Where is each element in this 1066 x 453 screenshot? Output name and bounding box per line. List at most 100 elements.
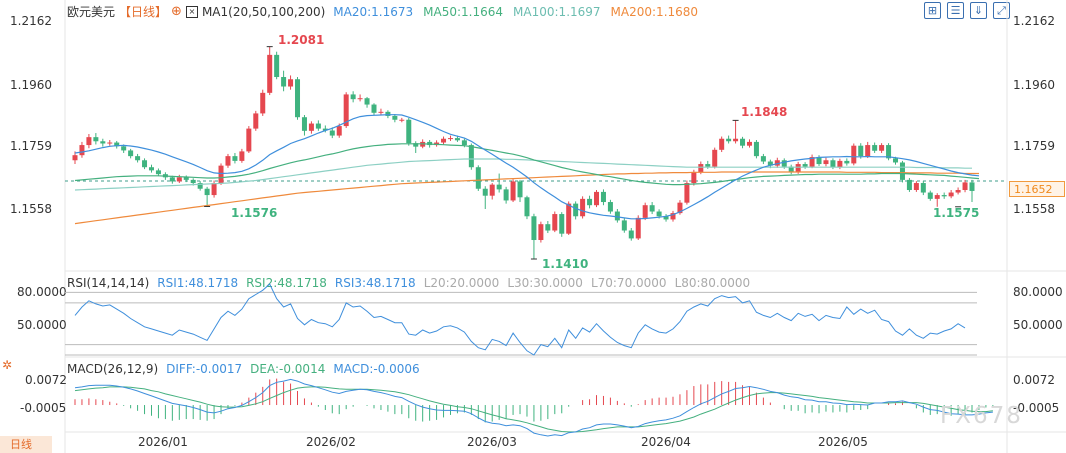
candle-body	[594, 191, 600, 206]
candle-body	[197, 183, 203, 189]
candle-body	[545, 224, 551, 231]
candle-body	[190, 179, 196, 184]
l70-value: L70:70.0000	[590, 276, 667, 290]
macd-tick-right: -0.0005	[1013, 401, 1059, 415]
candle-body	[788, 166, 794, 172]
price-tick-left: 1.1759	[10, 139, 52, 153]
candle-body	[441, 138, 447, 143]
candle-body	[816, 157, 822, 165]
annotation-low-jan: 1.1576	[231, 206, 277, 220]
candle-body	[482, 188, 488, 196]
symbol-name: 欧元美元	[67, 5, 116, 19]
candle-body	[288, 79, 294, 87]
rsi-tick-left: 50.0000	[17, 318, 67, 332]
rsi-tick-right: 80.0000	[1013, 285, 1063, 299]
candle-body	[93, 137, 99, 142]
macd-tick-left: -0.0005	[20, 401, 66, 415]
candle-body	[301, 117, 307, 131]
period-tag[interactable]: 【日线】	[119, 5, 168, 19]
rsi-header: RSI(14,14,14) RSI1:48.1718 RSI2:48.1718 …	[67, 276, 750, 290]
candle-body	[621, 220, 627, 231]
dif-line	[74, 378, 993, 437]
candle-body	[962, 182, 968, 191]
candle-body	[607, 202, 613, 212]
rsi-line	[74, 283, 966, 356]
candle-body	[475, 167, 481, 189]
candle-body	[886, 145, 892, 159]
candle-body	[385, 111, 391, 116]
candle-body	[858, 145, 864, 157]
indicator-settings-icon[interactable]: ✲	[2, 358, 13, 372]
candle-body	[211, 183, 217, 196]
candle-body	[260, 92, 266, 114]
candle-body	[496, 184, 502, 190]
candle-body	[295, 79, 301, 118]
period-selector[interactable]: 日线	[0, 436, 52, 453]
candle-body	[183, 177, 189, 180]
candle-body	[427, 141, 433, 146]
candle-body	[628, 230, 634, 239]
x-axis-label: 2026/05	[818, 435, 868, 449]
candle-body	[517, 181, 523, 198]
candle-body	[538, 224, 544, 241]
candle-body	[350, 94, 356, 100]
ma200-line	[74, 171, 979, 225]
candle-body	[364, 98, 370, 105]
candle-body	[948, 192, 954, 197]
candle-body	[531, 216, 537, 241]
candle-body	[580, 198, 586, 217]
price-tick-left: 1.1960	[10, 78, 52, 92]
macd-header: MACD(26,12,9) DIFF:-0.0017 DEA:-0.0014 M…	[67, 362, 420, 376]
price-tick-left: 1.1558	[10, 202, 52, 216]
price-tick-right: 1.1759	[1013, 139, 1055, 153]
candle-body	[635, 217, 641, 239]
ma50-value: MA50:1.1664	[423, 4, 504, 19]
macd-tick-left: 0.0072	[25, 373, 67, 387]
candle-body	[510, 181, 516, 201]
candle-body	[941, 195, 947, 197]
candle-body	[600, 191, 606, 203]
candle-body	[802, 164, 808, 167]
ma-toggle-icon[interactable]: ×	[185, 5, 198, 18]
candle-body	[315, 123, 321, 129]
list-icon[interactable]: ☰	[947, 2, 964, 19]
candle-body	[767, 161, 773, 166]
candle-body	[927, 192, 933, 199]
rsi1-value: RSI1:48.1718	[157, 276, 239, 290]
candle-body	[336, 126, 342, 136]
candle-body	[155, 170, 161, 175]
candle-body	[468, 145, 474, 168]
l30-value: L30:30.0000	[507, 276, 583, 290]
download-icon[interactable]: ⇓	[970, 2, 987, 19]
candle-body	[614, 211, 620, 221]
candle-body	[79, 145, 85, 156]
candle-body	[587, 198, 593, 206]
candle-body	[357, 98, 363, 100]
candle-body	[267, 54, 273, 93]
annotation-low-mar: 1.1410	[542, 257, 588, 271]
candle-body	[733, 138, 739, 142]
candle-body	[823, 160, 829, 165]
fullscreen-icon[interactable]: ⤢	[993, 2, 1010, 19]
candle-body	[573, 203, 579, 217]
ma20-line	[74, 114, 980, 220]
price-tick-right: 1.1960	[1013, 78, 1055, 92]
candle-body	[698, 164, 704, 172]
candle-body	[691, 171, 697, 184]
annotation-high-apr: 1.1848	[741, 105, 787, 119]
settings-gear-icon[interactable]: ⊕	[171, 4, 182, 19]
candle-body	[392, 115, 398, 120]
candle-body	[559, 214, 565, 234]
x-axis-label: 2026/03	[467, 435, 517, 449]
macd-value: MACD:-0.0006	[333, 362, 420, 376]
diff-value: DIFF:-0.0017	[166, 362, 243, 376]
rsi-tick-right: 50.0000	[1013, 318, 1063, 332]
rsi-label: RSI(14,14,14)	[67, 276, 150, 290]
candle-body	[746, 141, 752, 146]
candle-body	[142, 160, 148, 168]
grid-icon[interactable]: ⊞	[924, 2, 941, 19]
toolbar: ⊞ ☰ ⇓ ⤢	[924, 2, 1010, 19]
candle-body	[461, 140, 467, 146]
candle-body	[281, 77, 287, 87]
